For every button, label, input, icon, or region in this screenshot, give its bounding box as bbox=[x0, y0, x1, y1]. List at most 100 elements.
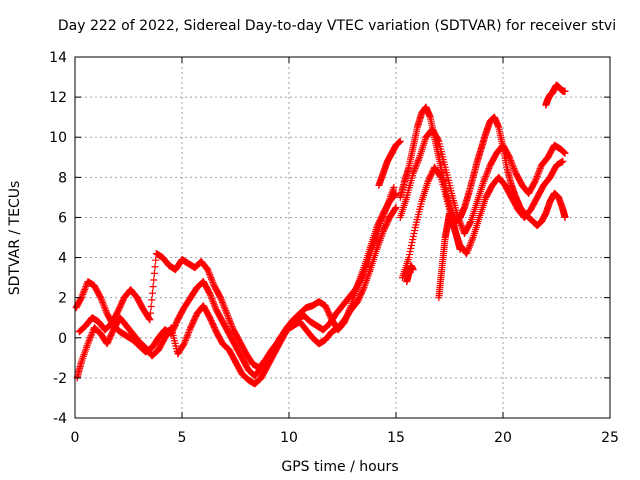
data-point bbox=[382, 206, 390, 214]
data-point bbox=[362, 262, 370, 270]
data-point bbox=[210, 299, 218, 307]
data-point bbox=[220, 303, 228, 311]
data-point bbox=[415, 155, 423, 163]
data-point bbox=[409, 236, 417, 244]
data-point bbox=[505, 153, 513, 161]
data-point bbox=[207, 274, 215, 282]
data-point bbox=[466, 242, 474, 250]
data-point bbox=[411, 226, 419, 234]
data-point bbox=[363, 261, 371, 269]
data-point bbox=[413, 160, 421, 168]
data-point bbox=[481, 174, 489, 182]
data-point bbox=[208, 294, 216, 302]
data-point bbox=[226, 318, 234, 326]
axis-ticks: -4 -2 0 2 4 6 8 10 12 14 0 5 10 15 20 25 bbox=[49, 50, 619, 446]
plot-frame bbox=[74, 56, 611, 419]
data-point bbox=[382, 205, 390, 213]
data-point bbox=[509, 163, 517, 171]
data-point bbox=[454, 213, 462, 221]
y-tick-label: 2 bbox=[58, 291, 67, 307]
data-point bbox=[206, 291, 214, 299]
data-point bbox=[97, 294, 105, 302]
data-point bbox=[410, 168, 418, 176]
data-point bbox=[182, 335, 190, 343]
x-tick-label: 5 bbox=[178, 430, 187, 446]
data-point bbox=[186, 325, 194, 333]
data-point bbox=[86, 335, 94, 343]
data-point bbox=[102, 307, 110, 315]
data-point bbox=[409, 266, 417, 274]
data-point bbox=[467, 238, 475, 246]
data-point bbox=[536, 165, 544, 173]
data-point bbox=[208, 296, 216, 304]
data-point bbox=[204, 266, 212, 274]
data-point bbox=[466, 219, 474, 227]
data-point bbox=[508, 160, 516, 168]
data-point bbox=[378, 214, 386, 222]
data-point bbox=[434, 136, 442, 144]
y-tick-label: -4 bbox=[53, 411, 67, 427]
data-point bbox=[360, 267, 368, 275]
data-point bbox=[146, 316, 154, 324]
data-point bbox=[364, 259, 372, 267]
data-point bbox=[409, 232, 417, 240]
data-point bbox=[79, 289, 87, 297]
data-point bbox=[147, 309, 155, 317]
x-tick-label: 0 bbox=[71, 430, 80, 446]
data-point bbox=[88, 329, 96, 337]
data-point bbox=[534, 171, 542, 179]
data-point bbox=[86, 333, 94, 341]
data-point bbox=[204, 267, 212, 275]
series-track-i bbox=[403, 262, 417, 286]
data-point bbox=[561, 87, 569, 95]
data-point bbox=[148, 296, 156, 304]
series-track-c bbox=[75, 183, 398, 372]
data-point bbox=[99, 300, 107, 308]
data-point bbox=[536, 166, 544, 174]
data-point bbox=[532, 174, 540, 182]
data-point bbox=[148, 289, 156, 297]
data-point bbox=[406, 248, 414, 256]
data-point bbox=[484, 168, 492, 176]
series-track-g bbox=[435, 209, 464, 302]
data-point bbox=[218, 297, 226, 305]
data-point bbox=[149, 283, 157, 291]
data-series bbox=[72, 81, 569, 388]
data-point bbox=[511, 166, 519, 174]
data-point bbox=[84, 340, 92, 348]
data-point bbox=[210, 301, 218, 309]
data-point bbox=[377, 217, 385, 225]
data-point bbox=[209, 298, 217, 306]
data-point bbox=[410, 166, 418, 174]
data-point bbox=[79, 290, 87, 298]
data-point bbox=[407, 242, 415, 250]
data-point bbox=[407, 245, 415, 253]
data-point bbox=[405, 251, 413, 259]
data-point bbox=[81, 286, 89, 294]
data-point bbox=[184, 330, 192, 338]
data-point bbox=[82, 282, 90, 290]
data-point bbox=[506, 155, 514, 163]
series-track-b bbox=[73, 203, 400, 388]
data-point bbox=[510, 165, 518, 173]
data-point bbox=[99, 298, 107, 306]
data-point bbox=[408, 239, 416, 247]
data-point bbox=[412, 163, 420, 171]
data-point bbox=[378, 216, 386, 224]
series-track-a bbox=[72, 189, 400, 380]
data-point bbox=[97, 295, 105, 303]
data-point bbox=[380, 209, 388, 217]
series-track-h bbox=[542, 81, 569, 109]
data-point bbox=[183, 332, 191, 340]
data-point bbox=[383, 203, 391, 211]
data-point bbox=[531, 177, 539, 185]
data-point bbox=[362, 264, 370, 272]
data-point bbox=[80, 287, 88, 295]
data-point bbox=[167, 325, 175, 333]
data-point bbox=[455, 215, 463, 223]
data-point bbox=[150, 276, 158, 284]
data-point bbox=[88, 330, 96, 338]
x-tick-label: 15 bbox=[387, 430, 405, 446]
data-point bbox=[85, 337, 93, 345]
data-point bbox=[227, 319, 235, 327]
